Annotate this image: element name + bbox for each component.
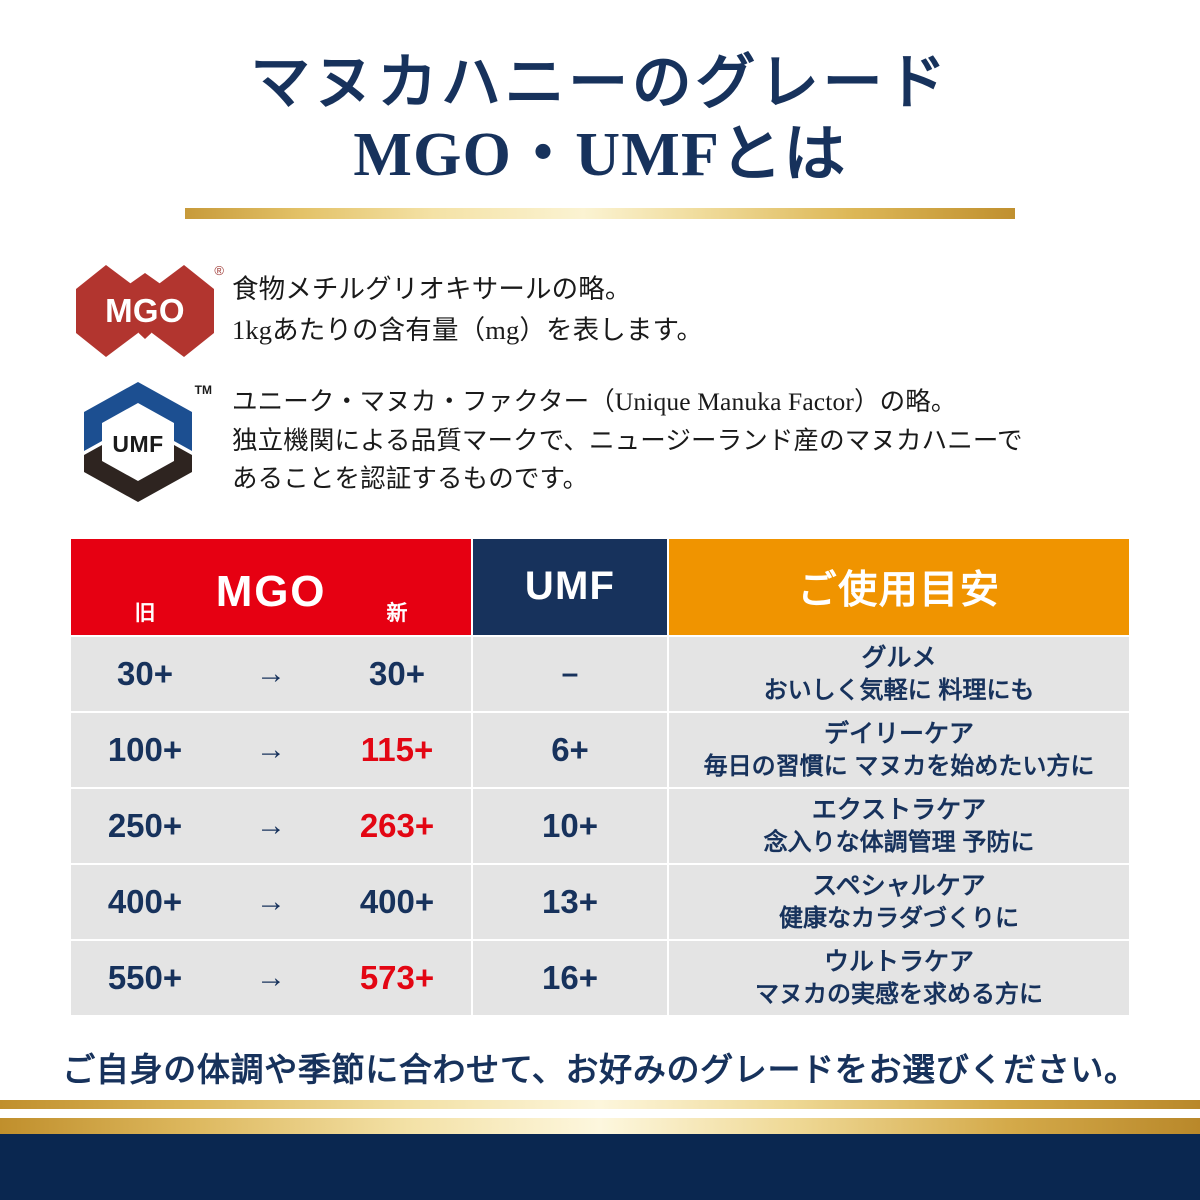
use-subtitle: 念入りな体調管理 予防に [763,828,1035,856]
mgo-hexagon-icon [76,264,214,357]
cell-use: ウルトラケア マヌカの実感を求める方に [669,940,1129,1015]
table-row: 100+ → 115+ 6+ デイリーケア 毎日の習慣に マヌカを始めたい方に [71,712,1129,787]
umf-hexagon-icon [84,381,192,502]
cell-umf: 13+ [473,864,667,939]
page-title-line-2: MGO・UMFとは [353,120,847,189]
use-subtitle: 毎日の習慣に マヌカを始めたい方に [703,752,1095,780]
mgo-new-value: 573+ [359,958,435,996]
mgo-logo-text: MGO [105,291,185,329]
mgo-logo-cell: MGO ® [72,261,232,361]
table-header-mgo-label: MGO [215,566,327,616]
mgo-new-value: 400+ [359,882,435,920]
table-row: 30+ → 30+ – グルメ おいしく気軽に 料理にも [71,636,1129,711]
arrow-icon: → [256,884,286,918]
mgo-logo: MGO ® [72,261,224,361]
table-body: 30+ → 30+ – グルメ おいしく気軽に 料理にも 100+ → 115+… [71,636,1129,1015]
footer-navy-band [0,1134,1200,1200]
mgo-description-line-1: 食物メチルグリオキサールの略。 [232,273,632,304]
use-subtitle: おいしく気軽に 料理にも [763,676,1035,704]
page-title-block: マヌカハニーのグレード MGO・UMFとは [0,0,1200,219]
definition-row-umf: UMF TM ユニーク・マヌカ・ファクター（Unique Manuka Fact… [0,379,1200,505]
footer-white-gap [0,1109,1200,1118]
umf-logo-text: UMF [112,431,164,458]
page-title-line-1: マヌカハニーのグレード [250,50,950,116]
table-row: 550+ → 573+ 16+ ウルトラケア マヌカの実感を求める方に [71,940,1129,1015]
table-header-mgo-spacer [219,597,323,627]
umf-logo-cell: UMF TM [72,379,232,505]
umf-description-line-2: 独立機関による品質マークで、ニュージーランド産のマヌカハニーで [232,425,1023,455]
mgo-old-value: 550+ [107,958,183,996]
footer [0,1100,1200,1200]
table-header-mgo-old: 旧 [134,601,156,625]
cell-use: デイリーケア 毎日の習慣に マヌカを始めたい方に [669,712,1129,787]
table-header-use: ご使用目安 [669,538,1129,635]
umf-description-line-3: あることを認証するものです。 [232,464,589,494]
use-title: エクストラケア [811,796,987,825]
cell-use: スペシャルケア 健康なカラダづくりに [669,864,1129,939]
use-subtitle: 健康なカラダづくりに [779,904,1019,932]
grade-table: MGO 旧 新 UMF ご使用目安 30+ → 30+ – グル [69,537,1131,1017]
definition-row-mgo: MGO ® 食物メチルグリオキサールの略。 1kgあたりの含有量（mg）を表しま… [0,261,1200,361]
table-row: 250+ → 263+ 10+ エクストラケア 念入りな体調管理 予防に [71,788,1129,863]
gold-divider [185,207,1015,219]
cell-umf: – [473,636,667,711]
use-title: ウルトラケア [823,948,974,977]
mgo-new-value: 115+ [360,730,434,768]
table-header-row: MGO 旧 新 UMF ご使用目安 [71,538,1129,635]
mgo-description-line-2: 1kgあたりの含有量（mg）を表します。 [232,315,704,346]
table-row: 400+ → 400+ 13+ スペシャルケア 健康なカラダづくりに [71,864,1129,939]
table-header-mgo-sublabels: 旧 新 [71,597,471,627]
footer-gold-thin-band [0,1100,1200,1109]
cell-mgo: 550+ → 573+ [71,940,471,1015]
registered-trademark-icon: ® [214,262,224,278]
mgo-new-value: 30+ [369,654,425,692]
mgo-old-value: 250+ [107,806,183,844]
mgo-description: 食物メチルグリオキサールの略。 1kgあたりの含有量（mg）を表します。 [232,261,1200,351]
use-subtitle: マヌカの実感を求める方に [755,980,1043,1008]
umf-description-line-1: ユニーク・マヌカ・ファクター（Unique Manuka Factor）の略。 [232,386,957,416]
use-title: デイリーケア [823,720,974,749]
cell-umf: 10+ [473,788,667,863]
table-header-mgo: MGO 旧 新 [71,538,471,635]
cell-mgo: 400+ → 400+ [71,864,471,939]
umf-description: ユニーク・マヌカ・ファクター（Unique Manuka Factor）の略。 … [232,379,1200,499]
use-title: グルメ [861,644,937,673]
arrow-icon: → [256,808,286,842]
cell-use: グルメ おいしく気軽に 料理にも [669,636,1129,711]
mgo-old-value: 400+ [107,882,183,920]
cell-mgo: 30+ → 30+ [71,636,471,711]
arrow-icon: → [256,960,286,994]
mgo-old-value: 100+ [107,730,183,768]
trademark-icon: TM [194,382,212,397]
table-header-umf: UMF [473,538,667,635]
cell-mgo: 100+ → 115+ [71,712,471,787]
arrow-icon: → [256,732,286,766]
footer-gold-thick-band [0,1118,1200,1134]
umf-logo: UMF TM [78,379,212,505]
cell-umf: 16+ [473,940,667,1015]
cell-umf: 6+ [473,712,667,787]
arrow-icon: → [256,656,286,690]
mgo-old-value: 30+ [117,654,173,692]
use-title: スペシャルケア [812,872,986,901]
cell-use: エクストラケア 念入りな体調管理 予防に [669,788,1129,863]
mgo-new-value: 263+ [359,806,435,844]
footnote-text: ご自身の体調や季節に合わせて、お好みのグレードをお選びください。 [62,1052,1138,1089]
table-header-mgo-new: 新 [386,601,408,625]
cell-mgo: 250+ → 263+ [71,788,471,863]
